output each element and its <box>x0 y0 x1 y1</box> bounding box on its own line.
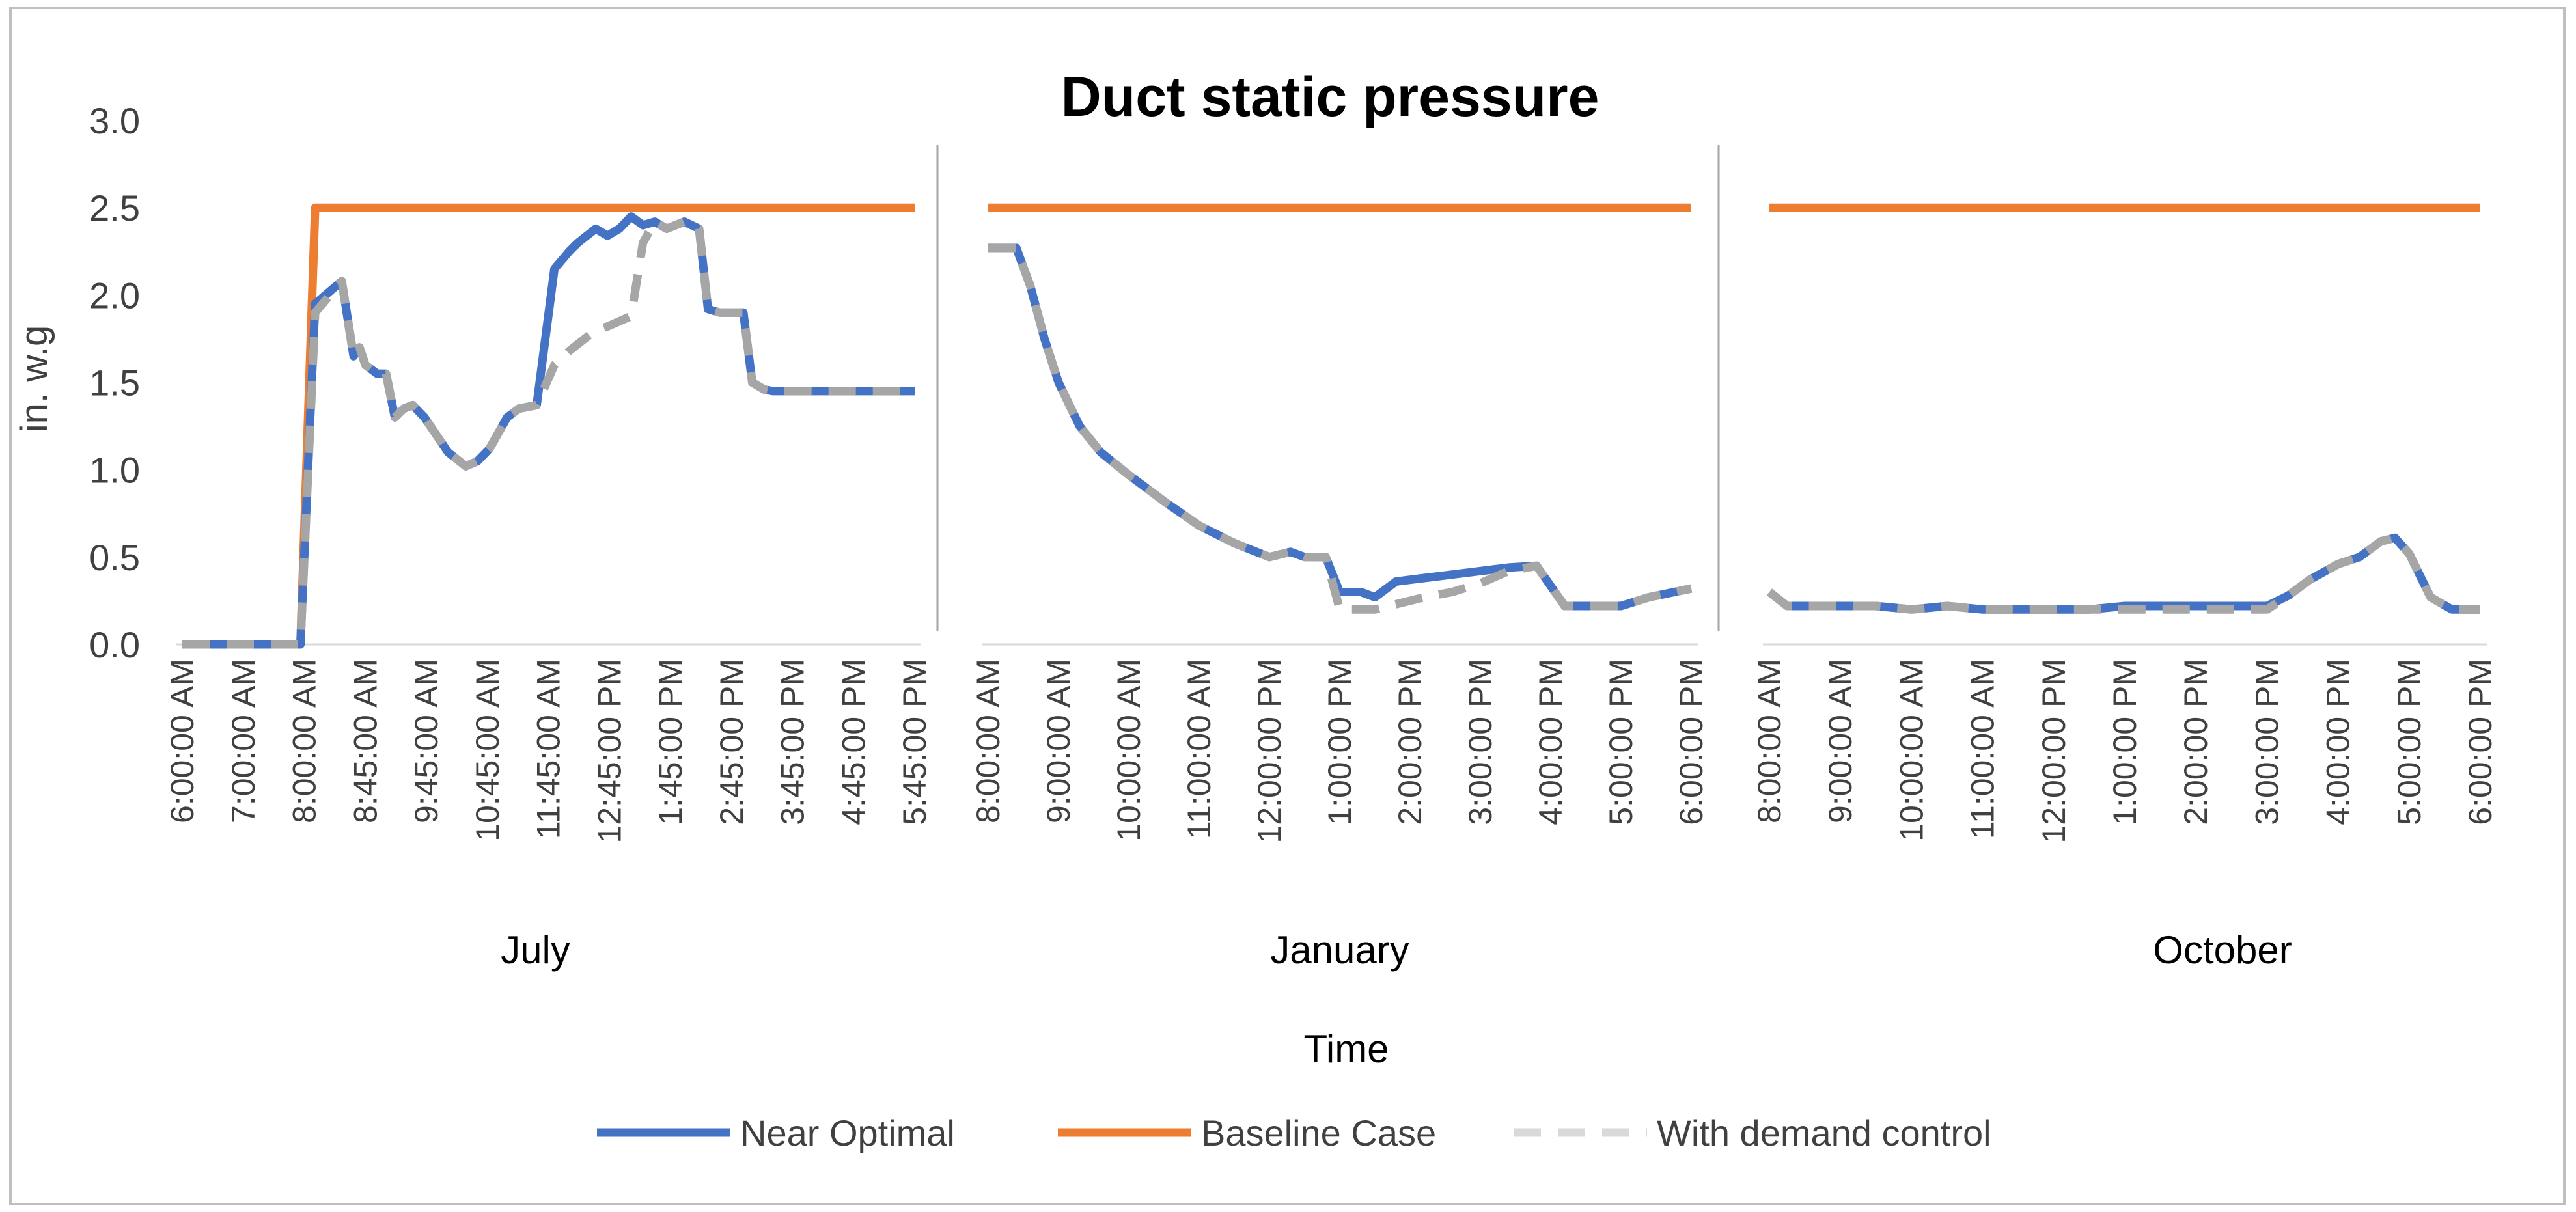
x-tick-label: 6:00:00 AM <box>164 659 201 823</box>
x-tick-label: 8:45:00 AM <box>347 659 383 823</box>
x-tick-label: 5:00:00 PM <box>2391 659 2428 825</box>
x-tick-label: 8:00:00 AM <box>970 659 1006 823</box>
series-demand-control-january <box>988 243 1693 614</box>
y-tick-label: 1.5 <box>89 363 140 404</box>
x-tick-label: 12:45:00 PM <box>591 659 628 844</box>
x-tick-label: 11:00:00 AM <box>1181 659 1217 839</box>
x-tick-label: 1:00:00 PM <box>1322 659 1358 825</box>
x-tick-label: 9:00:00 AM <box>1040 659 1077 823</box>
group-label-october: October <box>2153 928 2292 972</box>
y-tick-label: 0.5 <box>89 537 140 578</box>
group-separators <box>936 145 1720 631</box>
x-tick-label: 10:45:00 AM <box>469 659 506 842</box>
x-tick-label: 7:00:00 AM <box>225 659 262 823</box>
x-axis-label: Time <box>1303 1027 1389 1071</box>
y-tick-label: 2.5 <box>89 187 140 228</box>
x-tick-label: 8:00:00 AM <box>286 659 323 823</box>
x-tick-label: 9:00:00 AM <box>1822 659 1859 823</box>
group-label-january: January <box>1270 928 1409 972</box>
y-tick-label: 3.0 <box>89 100 140 141</box>
x-tick-label: 1:45:00 PM <box>652 659 689 825</box>
group-label-july: July <box>501 928 570 972</box>
series-demand-control-october <box>1766 533 2480 614</box>
x-tick-label: 6:00:00 PM <box>2462 659 2499 825</box>
x-tick-label: 4:00:00 PM <box>2320 659 2357 825</box>
y-axis-ticks: 0.0 0.5 1.0 1.5 2.0 2.5 3.0 <box>89 100 140 665</box>
x-tick-label: 4:00:00 PM <box>1532 659 1569 825</box>
x-tick-label: 1:00:00 PM <box>2107 659 2143 825</box>
y-axis-label: in. w.g <box>13 325 55 432</box>
x-tick-label: 12:00:00 PM <box>1251 659 1288 844</box>
chart-title: Duct static pressure <box>1061 66 1600 128</box>
y-tick-label: 0.0 <box>89 624 140 665</box>
x-tick-label: 10:00:00 AM <box>1111 659 1147 842</box>
x-tick-label: 12:00:00 PM <box>2036 659 2072 844</box>
x-tick-label: 11:00:00 AM <box>1965 659 2001 839</box>
y-tick-label: 1.0 <box>89 450 140 491</box>
x-tick-label: 9:45:00 AM <box>408 659 445 823</box>
x-tick-label: 10:00:00 AM <box>1893 659 1930 842</box>
legend-near-optimal-label: Near Optimal <box>740 1112 955 1153</box>
x-tick-label: 3:45:00 PM <box>775 659 811 825</box>
y-tick-label: 2.0 <box>89 275 140 316</box>
series-layer <box>176 203 2487 649</box>
series-demand-control-july <box>182 217 915 649</box>
legend-baseline-case-label: Baseline Case <box>1201 1112 1436 1153</box>
legend: Near Optimal Baseline Case With demand con… <box>597 1112 1991 1153</box>
x-tick-label: 5:45:00 PM <box>896 659 933 825</box>
x-tick-label: 11:45:00 AM <box>531 659 567 839</box>
x-tick-label: 2:00:00 PM <box>1392 659 1428 825</box>
x-tick-label: 5:00:00 PM <box>1603 659 1639 825</box>
x-tick-label: 6:00:00 PM <box>1673 659 1710 825</box>
x-tick-label: 2:00:00 PM <box>2178 659 2214 825</box>
x-axis-ticks: 6:00:00 AM 7:00:00 AM 8:00:00 AM 8:45:00 AM… <box>164 659 2499 844</box>
x-tick-label: 4:45:00 PM <box>835 659 872 825</box>
group-labels: July January October <box>501 928 2292 972</box>
x-tick-label: 3:00:00 PM <box>2249 659 2285 825</box>
x-tick-label: 8:00:00 AM <box>1751 659 1788 823</box>
x-tick-label: 3:00:00 PM <box>1462 659 1499 825</box>
x-tick-label: 2:45:00 PM <box>713 659 750 825</box>
legend-demand-control-label: With demand control <box>1657 1112 1991 1153</box>
